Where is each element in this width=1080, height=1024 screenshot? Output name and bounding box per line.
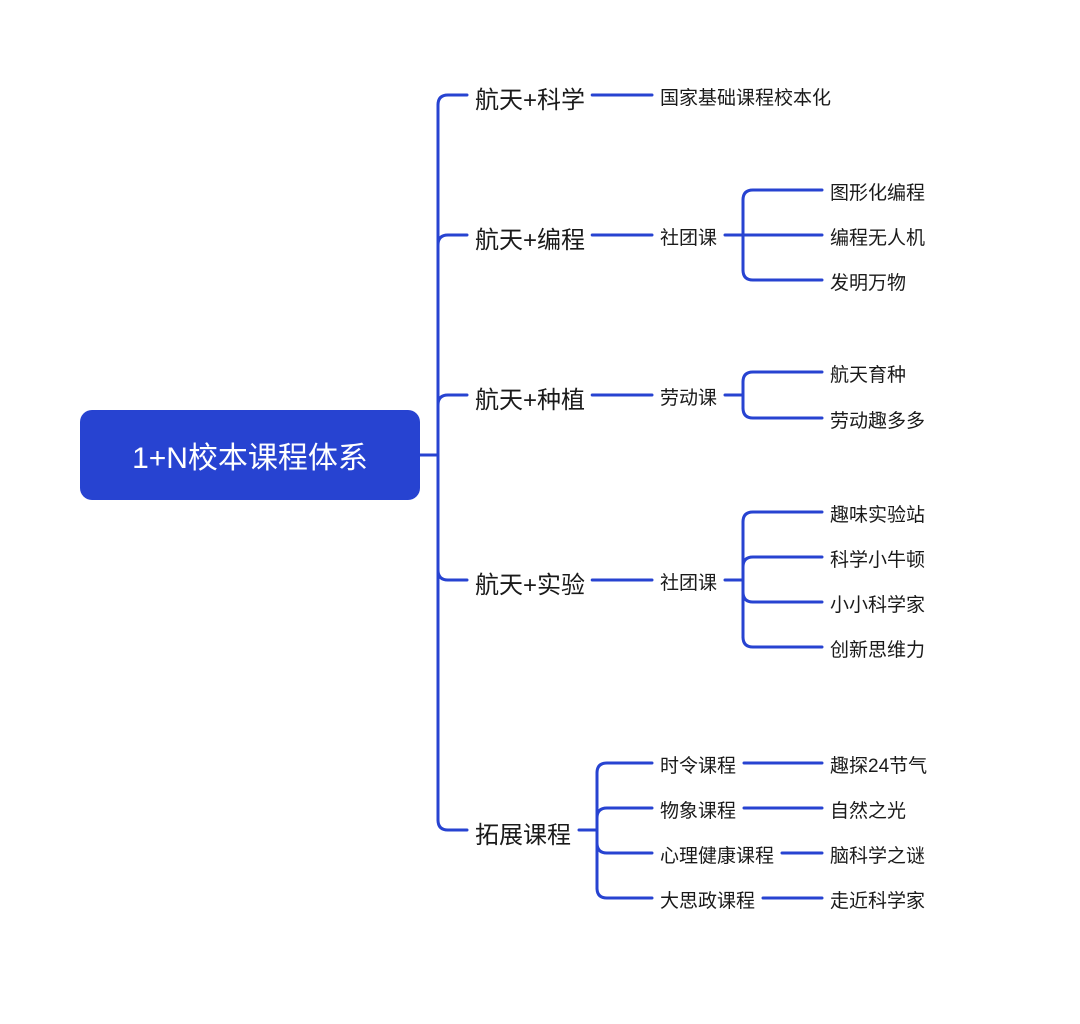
level3-node: 航天育种: [830, 360, 906, 387]
level3-node: 图形化编程: [830, 178, 925, 205]
level1-node: 航天+实验: [475, 565, 585, 600]
level3-node: 走近科学家: [830, 886, 925, 913]
level3-node: 自然之光: [830, 796, 906, 823]
level2-node: 时令课程: [660, 751, 736, 778]
level2-node: 社团课: [660, 568, 717, 595]
level2-node: 劳动课: [660, 383, 717, 410]
level2-node: 社团课: [660, 223, 717, 250]
level3-node: 趣味实验站: [830, 500, 925, 527]
root-label: 1+N校本课程体系: [132, 433, 368, 477]
level2-node: 国家基础课程校本化: [660, 83, 831, 110]
level1-node: 拓展课程: [475, 815, 571, 850]
level2-node: 物象课程: [660, 796, 736, 823]
level3-node: 趣探24节气: [830, 751, 927, 778]
root-node: 1+N校本课程体系: [80, 410, 420, 500]
level3-node: 脑科学之谜: [830, 841, 925, 868]
level3-node: 创新思维力: [830, 635, 925, 662]
level2-node: 大思政课程: [660, 886, 755, 913]
level3-node: 劳动趣多多: [830, 406, 925, 433]
level2-node: 心理健康课程: [660, 841, 774, 868]
level1-node: 航天+种植: [475, 380, 585, 415]
level1-node: 航天+编程: [475, 220, 585, 255]
level3-node: 发明万物: [830, 268, 906, 295]
level1-node: 航天+科学: [475, 80, 585, 115]
level3-node: 小小科学家: [830, 590, 925, 617]
level3-node: 科学小牛顿: [830, 545, 925, 572]
level3-node: 编程无人机: [830, 223, 925, 250]
